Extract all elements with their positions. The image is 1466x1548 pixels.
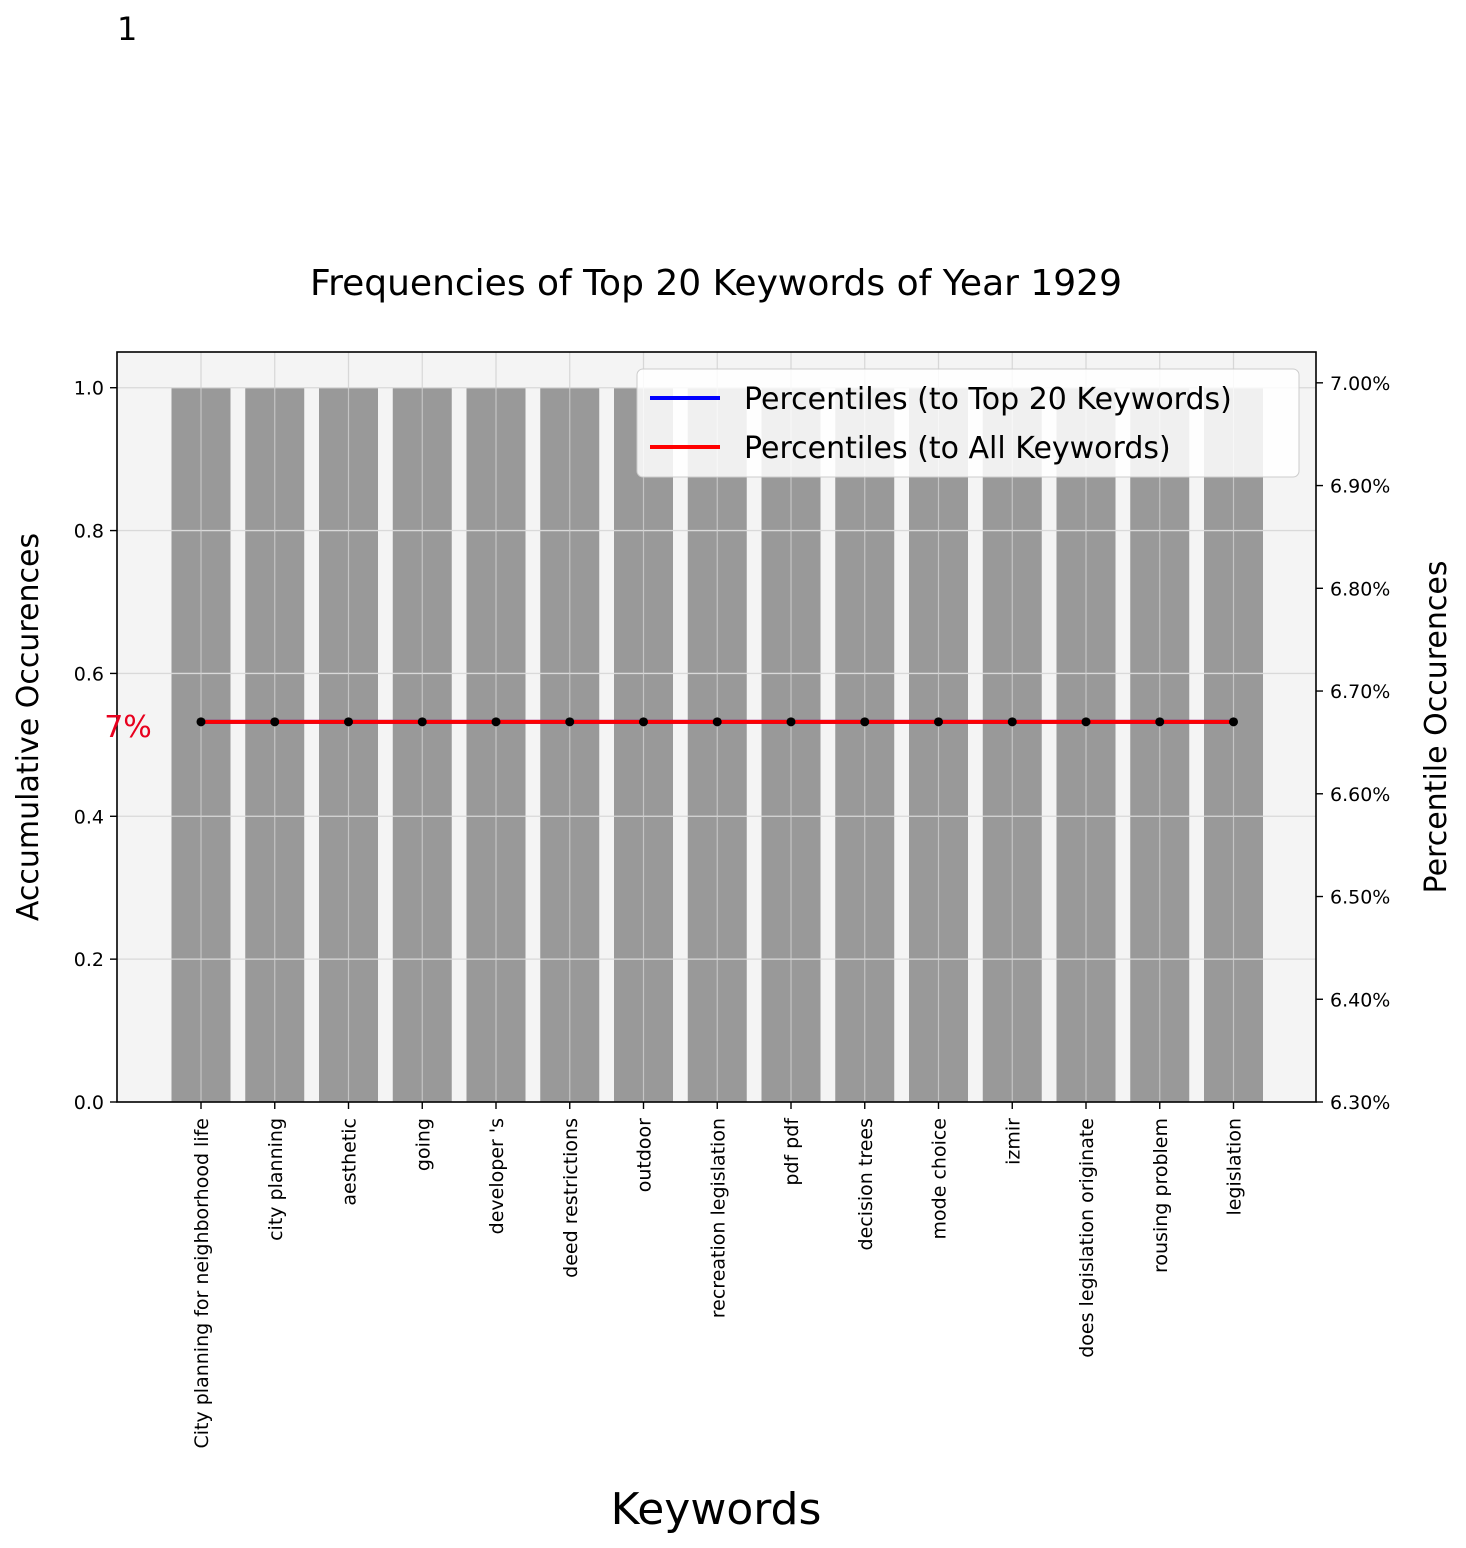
data-point-marker xyxy=(417,717,427,727)
left-tick-label: 0.0 xyxy=(74,1092,104,1114)
right-tick-label: 6.80% xyxy=(1330,578,1390,600)
right-tick-label: 7.00% xyxy=(1330,373,1390,395)
data-point-marker xyxy=(786,717,796,727)
x-tick-label: going xyxy=(412,1118,434,1171)
data-point-marker xyxy=(712,717,722,727)
x-tick-label: aesthetic xyxy=(339,1118,361,1206)
x-tick-label: pdf pdf xyxy=(781,1117,803,1186)
right-tick-label: 6.40% xyxy=(1330,989,1390,1011)
x-tick-label: izmir xyxy=(1002,1118,1024,1165)
legend-label-top20: Percentiles (to Top 20 Keywords) xyxy=(744,382,1232,417)
data-point-marker xyxy=(934,717,943,727)
data-point-marker xyxy=(565,717,575,727)
left-y-axis: 0.0 0.2 0.4 0.6 0.8 1.0 xyxy=(74,378,117,1114)
left-tick-label: 0.4 xyxy=(74,806,104,828)
x-tick-label: legislation xyxy=(1224,1118,1246,1216)
x-tick-label: City planning for neighborhood life xyxy=(191,1118,213,1449)
right-tick-label: 6.90% xyxy=(1330,476,1390,498)
left-tick-label: 0.2 xyxy=(74,949,104,971)
figure-number: 1 xyxy=(117,10,138,48)
right-y-axis: 6.30% 6.40% 6.50% 6.60% 6.70% 6.80% 6.90% 7.00% xyxy=(1316,373,1390,1114)
x-tick-label: outdoor xyxy=(634,1118,656,1192)
data-point-marker xyxy=(491,717,501,727)
right-tick-label: 6.60% xyxy=(1330,784,1390,806)
right-tick-label: 6.30% xyxy=(1330,1092,1390,1114)
percentile-lines xyxy=(196,717,1238,727)
data-point-marker xyxy=(270,717,280,727)
data-point-marker xyxy=(1081,717,1091,727)
x-tick-label: city planning xyxy=(265,1118,287,1241)
x-axis: City planning for neighborhood life city … xyxy=(191,1102,1246,1449)
x-tick-label: recreation legislation xyxy=(707,1118,729,1318)
x-tick-label: mode choice xyxy=(929,1118,951,1239)
plot-frame xyxy=(116,351,1317,1103)
x-tick-label: rousing problem xyxy=(1150,1118,1172,1273)
right-tick-label: 6.70% xyxy=(1330,681,1390,703)
y2-axis-label: Percentile Occurences xyxy=(1419,561,1454,894)
data-point-marker xyxy=(639,717,648,727)
data-point-marker xyxy=(1229,717,1238,727)
legend: Percentiles (to Top 20 Keywords) Percent… xyxy=(636,368,1300,478)
data-point-marker xyxy=(1007,717,1017,727)
chart-title: Frequencies of Top 20 Keywords of Year 1… xyxy=(310,263,1122,304)
left-tick-label: 0.8 xyxy=(74,521,104,543)
data-point-marker xyxy=(344,717,353,727)
legend-label-all: Percentiles (to All Keywords) xyxy=(744,431,1171,466)
legend-box xyxy=(636,368,1300,478)
x-tick-label: deed restrictions xyxy=(560,1118,582,1278)
data-point-marker xyxy=(860,717,870,727)
x-tick-label: does legislation originate xyxy=(1076,1118,1098,1358)
y-axis-label: Accumulative Occurences xyxy=(11,533,46,921)
data-point-marker xyxy=(196,717,206,727)
data-point-marker xyxy=(1155,717,1165,727)
x-axis-label: Keywords xyxy=(611,1484,822,1535)
left-tick-label: 0.6 xyxy=(74,663,104,685)
right-tick-label: 6.50% xyxy=(1330,887,1390,909)
x-tick-label: developer 's xyxy=(486,1118,508,1234)
left-tick-label: 1.0 xyxy=(74,378,104,400)
x-tick-label: decision trees xyxy=(855,1118,877,1250)
percentile-annotation: 7% xyxy=(104,710,152,745)
